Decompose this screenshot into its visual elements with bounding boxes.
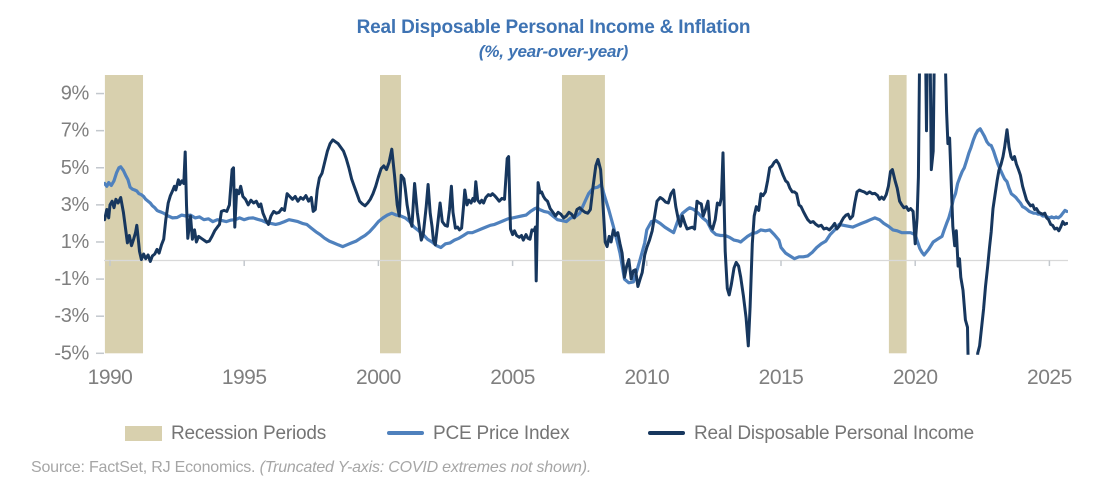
x-tick-label: 2010 — [624, 366, 669, 389]
pce-line-swatch-icon — [387, 431, 424, 435]
recession-band — [888, 75, 907, 354]
recession-swatch-icon — [125, 426, 162, 441]
source-truncation-note: (Truncated Y-axis: COVID extremes not sh… — [259, 459, 592, 476]
x-tick-label: 1995 — [222, 366, 267, 389]
x-tick-label: 2025 — [1027, 366, 1072, 389]
legend-item-pce-price-index: PCE Price Index — [387, 423, 570, 447]
source-note: Source: FactSet, RJ Economics. (Truncate… — [31, 459, 591, 477]
x-tick-label: 2015 — [759, 366, 804, 389]
x-tick-label: 2005 — [490, 366, 535, 389]
y-tick-label: 7% — [61, 120, 90, 142]
legend-item-recession-periods: Recession Periods — [125, 423, 326, 447]
rdpi-line-swatch-icon — [648, 431, 685, 435]
real-disposable-personal-income-line — [104, 73, 1068, 355]
chart-subtitle: (%, year-over-year) — [478, 42, 629, 61]
legend-item-real-disposable-personal-income: Real Disposable Personal Income — [648, 423, 974, 447]
chart-title: Real Disposable Personal Income & Inflat… — [356, 17, 751, 38]
x-tick-label: 2000 — [356, 366, 401, 389]
legend-label-rdpi: Real Disposable Personal Income — [694, 423, 975, 444]
y-tick-label: 9% — [61, 83, 90, 105]
x-tick-label: 1990 — [88, 366, 133, 389]
y-tick-label: -3% — [54, 305, 89, 327]
y-tick-label: -1% — [54, 268, 89, 290]
y-tick-label: -5% — [54, 342, 89, 364]
legend-label-recession: Recession Periods — [171, 423, 327, 444]
x-tick-label: 2020 — [893, 366, 938, 389]
y-tick-label: 3% — [61, 194, 90, 216]
y-tick-label: 1% — [61, 231, 90, 253]
legend-label-pce: PCE Price Index — [433, 423, 570, 444]
source-prefix: Source: FactSet, RJ Economics. — [31, 459, 260, 476]
y-tick-label: 5% — [61, 157, 90, 179]
pce-price-index-line — [104, 127, 1068, 285]
